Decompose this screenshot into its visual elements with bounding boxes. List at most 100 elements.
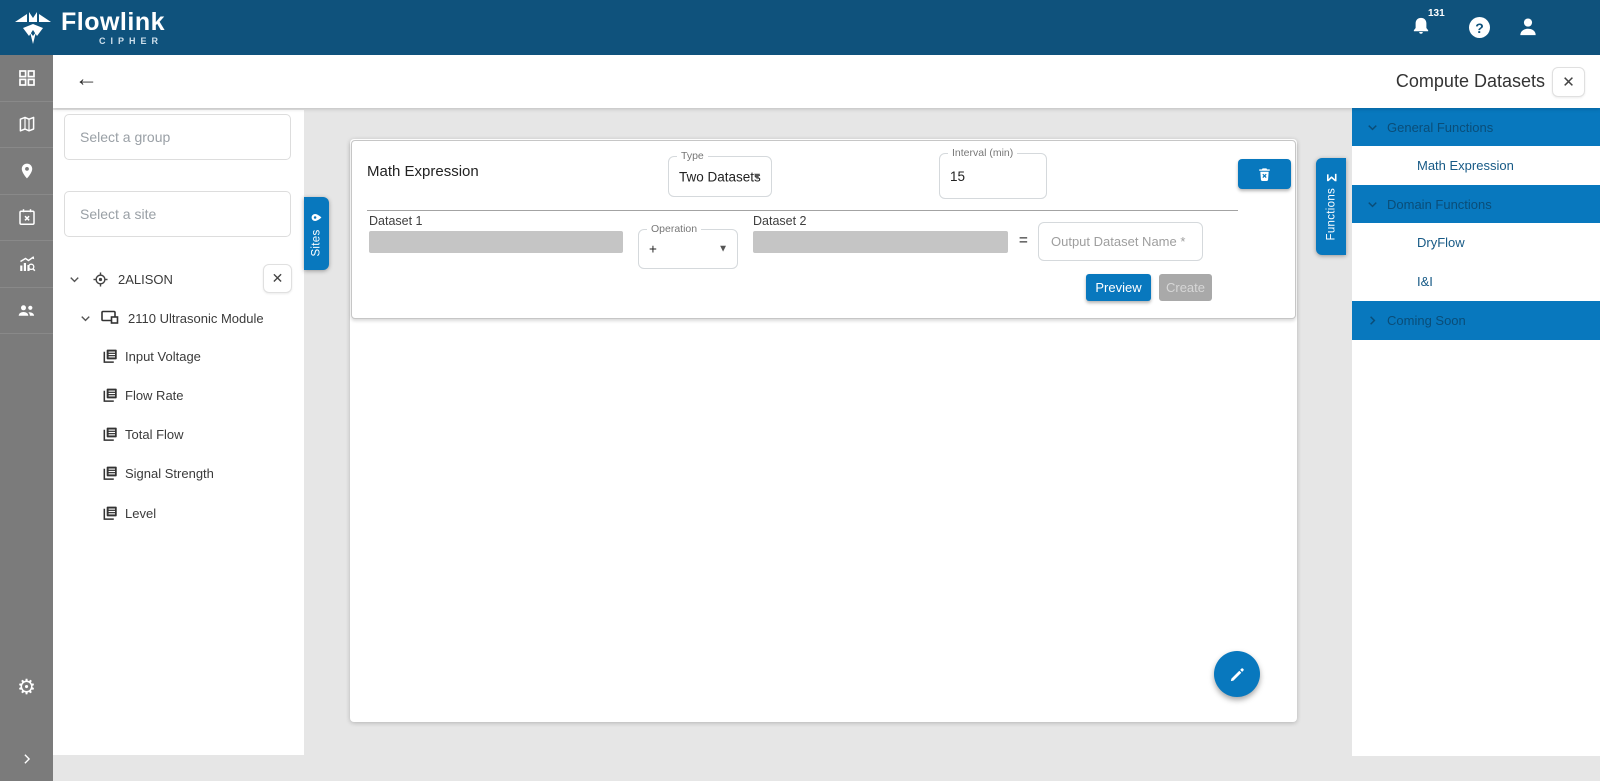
operation-label: Operation xyxy=(647,223,702,235)
divider xyxy=(367,210,1238,211)
location-pin-icon xyxy=(21,163,32,179)
dataset2-label: Dataset 2 xyxy=(753,214,807,228)
dataset1-label: Dataset 1 xyxy=(369,214,423,228)
chevron-down-icon: ▼ xyxy=(752,171,762,182)
interval-input[interactable] xyxy=(950,154,1040,198)
chevron-down-icon xyxy=(1365,120,1380,135)
sidebar-item-maps[interactable] xyxy=(0,102,53,148)
tree-node-module[interactable]: 2110 Ultrasonic Module xyxy=(78,304,264,332)
functions-tab-label: Functions xyxy=(1325,187,1337,240)
section-label: Domain Functions xyxy=(1387,196,1492,212)
operation-select[interactable]: Operation + ▼ xyxy=(638,223,738,269)
sidebar-item-dashboard[interactable] xyxy=(0,55,53,102)
operation-value: + xyxy=(649,241,657,257)
dataset2-drop-zone[interactable] xyxy=(753,231,1008,253)
type-value: Two Datasets xyxy=(679,169,761,184)
chevron-right-icon xyxy=(1365,313,1380,328)
edit-fab-button[interactable] xyxy=(1214,651,1260,697)
tree-node-dataset[interactable]: Signal Strength xyxy=(101,459,214,487)
sidebar-item-settings[interactable]: ⚙ xyxy=(0,667,53,707)
dataset-name: Signal Strength xyxy=(125,465,214,481)
function-label: I&I xyxy=(1417,274,1433,289)
group-select-input[interactable] xyxy=(64,114,291,160)
dataset-icon xyxy=(103,388,117,402)
sidebar-item-analytics[interactable] xyxy=(0,241,53,288)
math-expression-card: Math Expression Type Two Datasets ▼ Inte… xyxy=(351,140,1296,319)
notifications-button[interactable]: 131 xyxy=(1410,8,1445,45)
module-device-icon xyxy=(101,310,119,324)
function-item-ii[interactable]: I&I xyxy=(1352,262,1600,301)
tree-node-dataset[interactable]: Total Flow xyxy=(101,420,184,448)
section-label: Coming Soon xyxy=(1387,313,1466,328)
titlebar: ← Compute Datasets ✕ xyxy=(53,55,1600,108)
brand-subtitle: CIPHER xyxy=(98,35,163,46)
chevron-down-icon xyxy=(1365,197,1380,212)
dataset-icon xyxy=(103,506,117,520)
top-navbar: Flowlink CIPHER 131 ? xyxy=(0,0,1600,55)
dataset1-drop-zone[interactable] xyxy=(369,231,623,253)
dashboard-icon xyxy=(18,69,35,86)
sidebar-item-users[interactable] xyxy=(0,288,53,334)
sidebar-item-sites[interactable] xyxy=(0,148,53,195)
sidebar-expand-button[interactable] xyxy=(0,743,53,775)
brand-logo: Flowlink CIPHER xyxy=(13,7,165,46)
location-pin-icon xyxy=(311,213,322,221)
function-item-dryflow[interactable]: DryFlow xyxy=(1352,223,1600,262)
output-name-field xyxy=(1038,222,1203,261)
clear-site-button[interactable]: ✕ xyxy=(263,264,292,293)
function-label: DryFlow xyxy=(1417,235,1465,250)
site-select-input[interactable] xyxy=(64,191,291,237)
delete-card-button[interactable] xyxy=(1238,159,1291,189)
dataset-name: Level xyxy=(125,505,157,521)
sites-tab-label: Sites xyxy=(310,228,323,257)
dataset-icon xyxy=(103,349,117,363)
functions-panel: General Functions Math Expression Domain… xyxy=(1352,108,1600,756)
chevron-down-icon[interactable] xyxy=(78,311,93,326)
help-icon: ? xyxy=(1475,19,1484,36)
functions-section-general[interactable]: General Functions xyxy=(1352,108,1600,146)
account-button[interactable] xyxy=(1516,15,1540,39)
chart-search-icon xyxy=(19,255,35,272)
dataset-name: Flow Rate xyxy=(125,387,184,403)
people-icon xyxy=(18,305,35,317)
card-title: Math Expression xyxy=(367,163,479,180)
gear-icon: ⚙ xyxy=(17,675,36,699)
close-icon: ✕ xyxy=(1562,73,1575,91)
interval-field: Interval (min) xyxy=(939,147,1047,199)
close-page-button[interactable]: ✕ xyxy=(1552,66,1585,97)
sidebar-item-schedule[interactable] xyxy=(0,195,53,241)
back-button[interactable]: ← xyxy=(75,65,98,91)
site-name: 2ALISON xyxy=(118,271,173,287)
bell-icon xyxy=(1413,17,1429,34)
chevron-down-icon[interactable] xyxy=(67,272,82,287)
functions-section-domain[interactable]: Domain Functions xyxy=(1352,185,1600,223)
tree-node-dataset[interactable]: Level xyxy=(101,499,156,527)
chevron-right-icon xyxy=(23,754,30,764)
tree-node-dataset[interactable]: Input Voltage xyxy=(101,342,201,370)
function-label: Math Expression xyxy=(1417,158,1514,173)
close-icon: ✕ xyxy=(271,270,284,286)
dataset-name: Input Voltage xyxy=(125,348,201,364)
tree-node-site[interactable]: 2ALISON xyxy=(67,265,173,293)
map-icon xyxy=(19,116,34,132)
pencil-icon xyxy=(1230,667,1244,681)
functions-section-coming-soon[interactable]: Coming Soon xyxy=(1352,301,1600,340)
sites-panel: 2ALISON ✕ 2110 Ultrasonic Module Input V… xyxy=(53,110,304,755)
dataset-icon xyxy=(103,466,117,480)
create-button[interactable]: Create xyxy=(1159,274,1212,301)
type-label: Type xyxy=(677,150,708,162)
chevron-down-icon: ▼ xyxy=(718,243,728,255)
brand-name: Flowlink xyxy=(61,7,165,36)
sites-tab[interactable]: Sites xyxy=(304,197,329,270)
tree-node-dataset[interactable]: Flow Rate xyxy=(101,381,184,409)
type-select[interactable]: Type Two Datasets ▼ xyxy=(668,150,772,197)
preview-button[interactable]: Preview xyxy=(1086,274,1151,301)
flowlink-logo-icon xyxy=(15,11,51,44)
functions-tab[interactable]: Functions Σ xyxy=(1316,158,1346,255)
function-item-math-expression[interactable]: Math Expression xyxy=(1352,146,1600,185)
notification-count-badge: 131 xyxy=(1428,8,1445,19)
output-name-input[interactable] xyxy=(1051,223,1196,260)
dataset-name: Total Flow xyxy=(125,426,184,442)
help-button[interactable]: ? xyxy=(1469,17,1490,38)
trash-x-icon xyxy=(1259,167,1270,181)
